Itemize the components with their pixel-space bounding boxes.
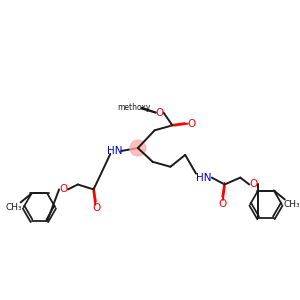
Text: CH₃: CH₃ <box>5 203 22 212</box>
Text: O: O <box>218 199 227 209</box>
Text: O: O <box>249 179 257 190</box>
Text: O: O <box>92 203 101 213</box>
Text: HN: HN <box>196 172 212 183</box>
Circle shape <box>130 140 146 156</box>
Text: methoxy: methoxy <box>117 103 151 112</box>
Text: HN: HN <box>106 146 122 156</box>
Text: CH₃: CH₃ <box>283 200 300 209</box>
Text: O: O <box>187 119 195 129</box>
Text: O: O <box>59 184 67 194</box>
Text: O: O <box>155 108 164 118</box>
